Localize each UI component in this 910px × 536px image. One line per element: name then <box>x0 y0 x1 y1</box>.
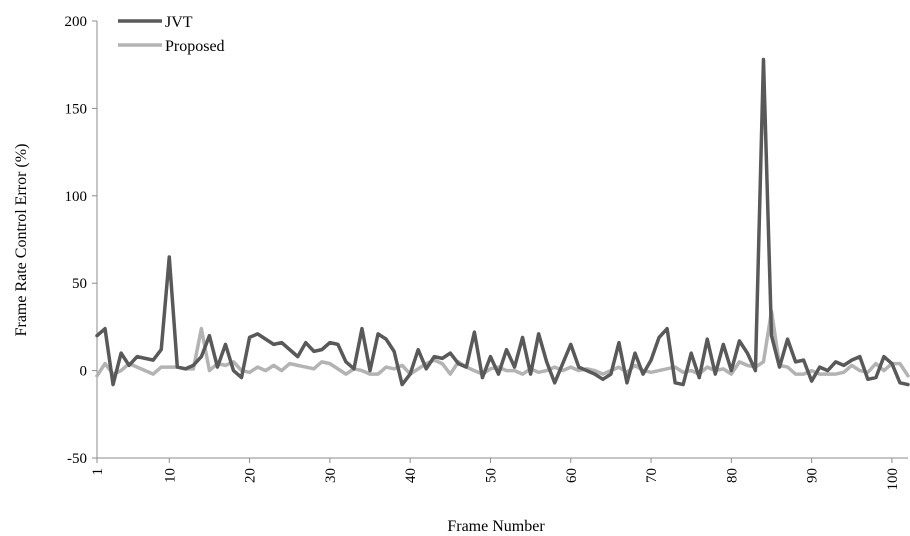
series-layer <box>95 57 910 387</box>
x-tick-label: 10 <box>162 468 178 483</box>
y-tick-label: 200 <box>65 14 88 30</box>
y-ticks: -50 0 50 100 150 200 <box>65 14 97 467</box>
y-tick-label: -50 <box>67 451 87 467</box>
axes <box>96 21 908 459</box>
y-tick-label: 0 <box>80 364 88 380</box>
x-axis-title: Frame Number <box>447 518 545 535</box>
x-tick-label: 1 <box>90 468 106 476</box>
x-tick-label: 50 <box>483 468 499 483</box>
x-tick-label: 80 <box>724 468 740 483</box>
series-line-jvt <box>95 57 910 387</box>
y-tick-label: 100 <box>65 189 88 205</box>
y-axis-title: Frame Rate Control Error (%) <box>13 144 30 337</box>
x-tick-label: 60 <box>564 468 580 483</box>
legend-label-jvt: JVT <box>165 14 193 31</box>
y-tick-label: 150 <box>65 101 88 117</box>
legend-label-proposed: Proposed <box>165 38 225 55</box>
x-tick-label: 90 <box>805 468 821 483</box>
x-tick-label: 100 <box>885 468 901 491</box>
y-tick-label: 50 <box>72 276 87 292</box>
x-tick-label: 20 <box>243 468 259 483</box>
legend: JVT Proposed <box>118 14 225 55</box>
x-ticks: 1 10 20 30 40 50 60 70 80 90 100 <box>90 458 901 491</box>
x-tick-label: 30 <box>323 468 339 483</box>
x-tick-label: 70 <box>644 468 660 483</box>
x-tick-label: 40 <box>403 468 419 483</box>
